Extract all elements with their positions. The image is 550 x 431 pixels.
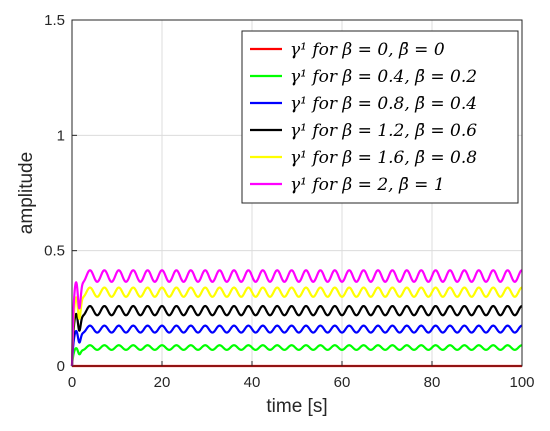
legend: γ¹ for β = 0, β̄ = 0 γ¹ for β = 0.4, β̄ =…: [241, 30, 519, 204]
legend-box: [241, 30, 519, 204]
series-line-2: [70, 344, 523, 367]
series-line-6: [70, 269, 523, 367]
legend-entry-5: γ¹ for β = 1.6, β̄ = 0.8: [290, 148, 477, 168]
y-tick-label: 0: [57, 358, 65, 375]
x-tick-label: 100: [509, 374, 534, 391]
plot-frame: [71, 19, 523, 367]
legend-entry-6: γ¹ for β = 2, β̄ = 1: [290, 175, 445, 195]
x-axis-label: time [s]: [266, 396, 327, 417]
series-line-4: [70, 304, 523, 367]
y-tick-label: 0.5: [44, 243, 65, 260]
legend-entry-4: γ¹ for β = 1.2, β̄ = 0.6: [290, 121, 477, 141]
y-axis-label: amplitude: [16, 152, 37, 234]
legend-entry-3: γ¹ for β = 0.8, β̄ = 0.4: [290, 94, 477, 114]
series-line-3: [70, 324, 523, 367]
legend-entry-1: γ¹ for β = 0, β̄ = 0: [290, 40, 445, 60]
y-tick-label: 1: [57, 127, 65, 144]
x-tick-label: 60: [334, 374, 351, 391]
x-tick-label: 20: [154, 374, 171, 391]
x-tick-label: 80: [424, 374, 441, 391]
legend-entry-2: γ¹ for β = 0.4, β̄ = 0.2: [290, 67, 477, 87]
x-tick-label: 0: [68, 374, 76, 391]
x-tick-label: 40: [244, 374, 261, 391]
y-tick-label: 1.5: [44, 12, 65, 29]
axis-ticks: 0 20 40 60 80 100 0 0.5 1 1.5: [44, 12, 534, 391]
series-line-5: [70, 286, 523, 367]
